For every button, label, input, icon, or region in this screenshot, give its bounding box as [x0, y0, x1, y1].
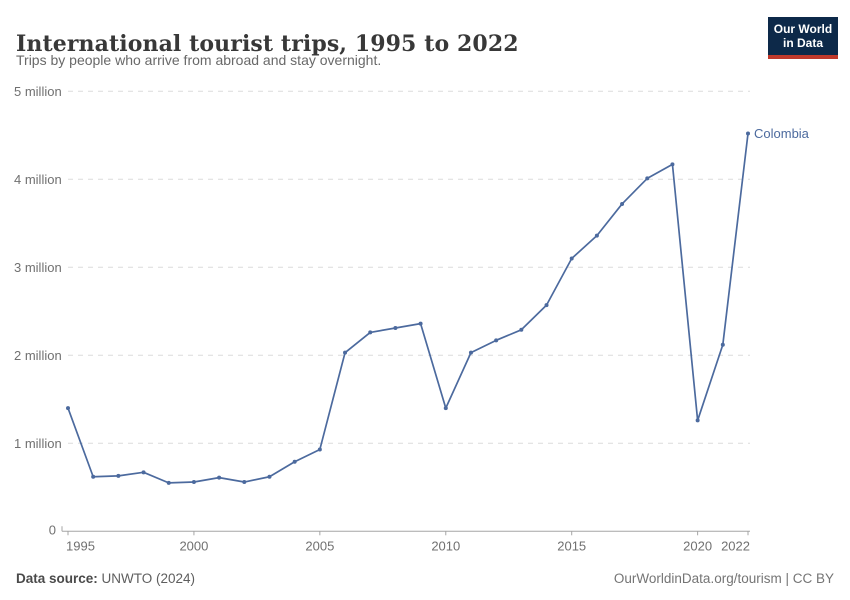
y-tick-label: 2 million: [14, 348, 62, 363]
data-point[interactable]: [368, 330, 373, 335]
owid-logo[interactable]: Our World in Data: [768, 17, 838, 59]
x-tick-label: 2015: [557, 538, 586, 553]
credit-separator: |: [781, 571, 793, 586]
data-point[interactable]: [191, 480, 196, 485]
data-point[interactable]: [594, 233, 599, 238]
owid-logo-line2: in Data: [782, 36, 823, 50]
data-point[interactable]: [166, 480, 171, 485]
data-point[interactable]: [645, 176, 650, 181]
y-tick-label-zero: 0: [49, 522, 56, 537]
data-point[interactable]: [141, 470, 146, 475]
data-source-label: Data source:: [16, 571, 98, 586]
data-point[interactable]: [670, 162, 675, 167]
data-point[interactable]: [620, 201, 625, 206]
x-tick-label: 1995: [66, 538, 95, 553]
data-point[interactable]: [217, 475, 222, 480]
data-point[interactable]: [443, 406, 448, 411]
credit-license-link[interactable]: CC BY: [792, 571, 834, 586]
data-point[interactable]: [393, 326, 398, 331]
data-point[interactable]: [544, 303, 549, 308]
data-line: [67, 132, 749, 484]
data-source-value: UNWTO (2024): [97, 571, 196, 586]
data-point[interactable]: [267, 474, 272, 479]
y-tick-label: 3 million: [14, 260, 62, 275]
line-chart-canvas[interactable]: 0 1 million 2 million 3 million 4 million 5 m…: [0, 80, 850, 558]
x-tick-label: 2010: [431, 538, 460, 553]
owid-logo-line1: Our World: [773, 22, 833, 36]
x-tick-label: 2020: [683, 538, 712, 553]
chart-subtitle: Trips by people who arrive from abroad a…: [16, 52, 382, 68]
y-tick-label: 1 million: [14, 436, 62, 451]
x-tick-label: 2000: [179, 538, 208, 553]
data-point[interactable]: [116, 473, 121, 478]
x-tick-label: 2022: [721, 538, 750, 553]
data-point[interactable]: [317, 447, 322, 452]
data-point[interactable]: [66, 406, 70, 411]
data-point[interactable]: [91, 474, 96, 479]
data-source: Data source: UNWTO (2024): [16, 571, 195, 586]
credit-line: OurWorldinData.org/tourism | CC BY: [614, 571, 834, 586]
page-title: International tourist trips, 1995 to 202…: [16, 30, 519, 57]
x-tick-label: 2005: [305, 538, 334, 553]
data-point[interactable]: [242, 480, 247, 485]
data-point[interactable]: [494, 338, 499, 343]
data-point[interactable]: [519, 327, 524, 332]
data-point[interactable]: [343, 350, 348, 355]
data-point[interactable]: [569, 256, 574, 261]
data-point[interactable]: [468, 350, 473, 355]
data-point[interactable]: [720, 342, 725, 347]
y-tick-label: 4 million: [14, 172, 62, 187]
credit-url-link[interactable]: OurWorldinData.org/tourism: [613, 571, 782, 586]
y-tick-label: 5 million: [14, 84, 62, 99]
data-point[interactable]: [695, 418, 700, 423]
data-point[interactable]: [746, 131, 750, 136]
data-point[interactable]: [292, 459, 297, 464]
entity-label: Colombia: [754, 126, 810, 141]
data-point[interactable]: [418, 321, 423, 326]
chart-footer: Data source: UNWTO (2024) OurWorldinData…: [16, 571, 834, 586]
